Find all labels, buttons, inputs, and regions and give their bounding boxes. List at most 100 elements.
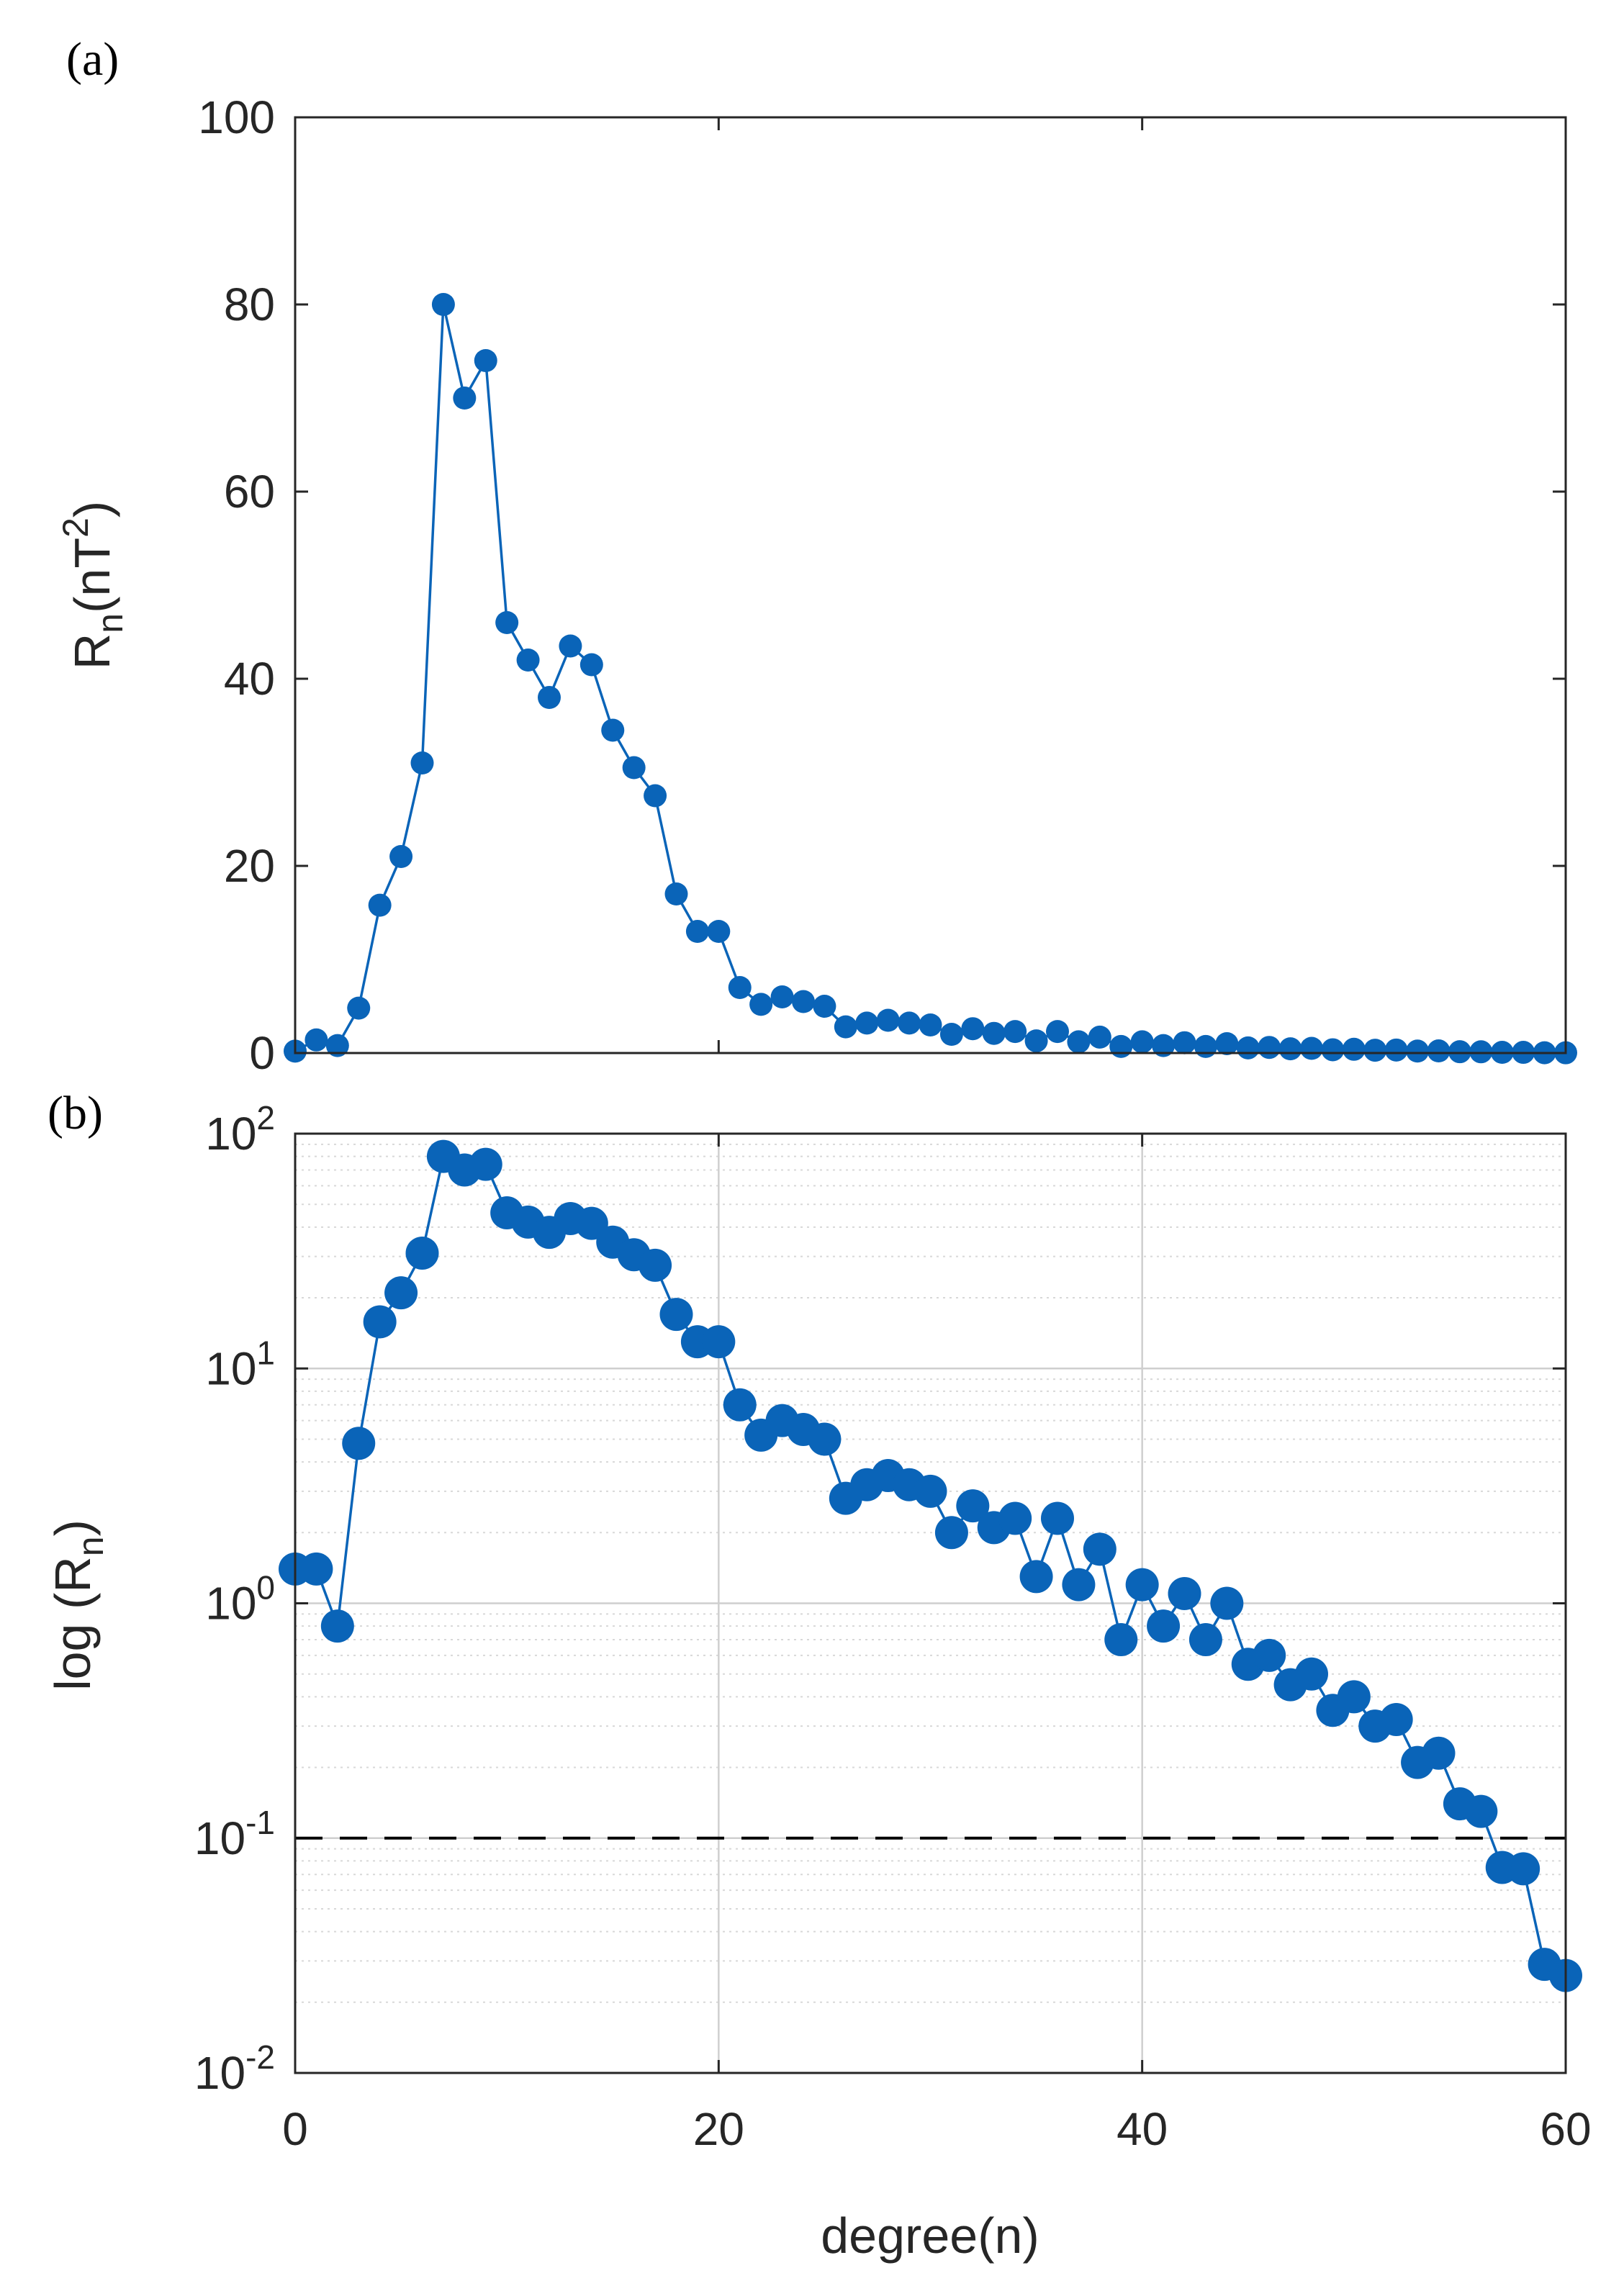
panel-b-series-point: [1168, 1576, 1201, 1610]
panel-b-series-point: [1295, 1657, 1328, 1691]
panel-a: (a) 0 20 40 60 80 100 Rn(nT2): [55, 33, 1577, 1079]
panel-a-series-point: [368, 893, 392, 917]
panel-b-ytick-base: 10: [205, 1342, 256, 1394]
panel-a-series-point: [813, 995, 836, 1018]
panel-b-series-point: [1019, 1560, 1053, 1594]
panel-b-series-point: [1104, 1623, 1138, 1657]
panel-b-series-point: [363, 1305, 397, 1339]
panel-b-series-point: [808, 1422, 842, 1456]
panel-a-ytick-label: 0: [249, 1027, 275, 1079]
panel-b-xtick-label: 20: [693, 2103, 744, 2155]
panel-a-series-point: [834, 1015, 857, 1039]
panel-a-series-point: [898, 1011, 921, 1035]
panel-b-ylabel-main: log (R: [45, 1556, 101, 1691]
panel-b-series-point: [1041, 1501, 1074, 1535]
panel-a-ylabel-sup: 2: [55, 518, 96, 538]
panel-b-ytick-exponent: 2: [256, 1099, 275, 1137]
panel-a-series-point: [453, 387, 477, 410]
panel-a-series-point: [1258, 1036, 1281, 1060]
panel-b-xtick-label: 0: [282, 2103, 308, 2155]
panel-a-series-point: [1342, 1037, 1366, 1061]
panel-a-series-point: [919, 1013, 942, 1036]
panel-a-series-point: [707, 920, 731, 943]
panel-b-ytick-label: 10-1: [194, 1804, 275, 1864]
panel-a-series-point: [1215, 1032, 1239, 1055]
panel-b-ytick-label: 10-2: [194, 2038, 275, 2099]
panel-a-ylabel-sub: n: [90, 613, 130, 633]
panel-a-series-point: [1067, 1030, 1091, 1054]
panel-a-series-point: [1448, 1040, 1471, 1064]
panel-b-series-point: [1147, 1609, 1181, 1643]
panel-a-series-point: [1236, 1036, 1260, 1060]
panel-a-series-point: [644, 784, 667, 808]
panel-a-series-point: [1384, 1038, 1408, 1062]
panel-a-series-point: [495, 611, 519, 634]
panel-b-ytick-base: 10: [205, 1578, 256, 1630]
panel-a-ytick-label: 20: [224, 840, 275, 892]
panel-b-series-point: [702, 1325, 736, 1359]
panel-a-series-point: [538, 686, 561, 709]
panel-b-series-point: [723, 1388, 757, 1422]
panel-a-ytick-label: 40: [224, 653, 275, 705]
panel-a-ylabel-main: R: [64, 633, 120, 670]
panel-b-series-point: [998, 1501, 1032, 1535]
panel-b-series-point: [1422, 1736, 1456, 1770]
panel-a-series-point: [1003, 1020, 1027, 1044]
panel-b-xtick-label: 40: [1116, 2103, 1168, 2155]
panel-b-ytick-exponent: 0: [256, 1569, 275, 1607]
panel-a-series-point: [304, 1028, 328, 1052]
panel-a-series-point: [770, 985, 794, 1008]
panel-a-series-point: [1088, 1025, 1111, 1049]
panel-b-series-point: [384, 1276, 418, 1310]
panel-b-series-point: [639, 1248, 672, 1282]
panel-a-series-point: [1109, 1034, 1133, 1058]
panel-a-ylabel-open: (nT: [64, 538, 120, 613]
panel-b-series-point: [574, 1206, 608, 1240]
panel-a-ytick-label: 100: [198, 91, 275, 143]
panel-a-series-point: [1024, 1029, 1048, 1053]
panel-b-ylabel: log (Rn): [45, 1519, 111, 1691]
panel-b-series-point: [1253, 1638, 1286, 1672]
panel-b-ytick-exponent: -1: [245, 1804, 275, 1841]
panel-a-series-point: [664, 882, 688, 905]
panel-a-series-point: [749, 993, 773, 1016]
panel-b-series-point: [1210, 1586, 1244, 1620]
panel-b-series-point: [1337, 1680, 1371, 1714]
panel-a-series-point: [389, 845, 413, 868]
panel-a-series-point: [601, 718, 625, 742]
panel-a-series-point: [1046, 1020, 1069, 1044]
panel-b-series-point: [342, 1427, 376, 1460]
panel-a-series-point: [1173, 1031, 1196, 1054]
panel-a-series-point: [347, 996, 371, 1020]
panel-b-ytick-label: 101: [205, 1334, 275, 1394]
panel-a-series-point: [855, 1011, 879, 1035]
panel-b-ytick-exponent: -2: [245, 2038, 275, 2076]
panel-a-axes-box: [294, 116, 1567, 1054]
panel-a-series-point: [410, 751, 434, 774]
panel-a-series-point: [1469, 1040, 1493, 1064]
panel-b-series-point: [1083, 1532, 1116, 1566]
panel-a-ytick-label: 80: [224, 279, 275, 330]
panel-b-label: (b): [48, 1087, 103, 1139]
panel-b-series-point: [914, 1474, 947, 1508]
panel-a-series-point: [876, 1008, 900, 1032]
panel-b-ytick-base: 10: [194, 2047, 245, 2099]
panel-b-ytick-exponent: 1: [256, 1334, 275, 1371]
panel-b-series-point: [1507, 1852, 1540, 1886]
panel-a-series-point: [982, 1021, 1006, 1045]
panel-a-series-point: [1321, 1038, 1345, 1062]
panel-b-ytick-label: 100: [205, 1569, 275, 1630]
panel-a-series-point: [728, 976, 752, 999]
panel-a-series-point: [559, 634, 582, 658]
panel-b-axes-box: [294, 1132, 1567, 2074]
panel-b-series-point: [469, 1147, 502, 1181]
panel-a-ylabel: Rn(nT2): [55, 501, 130, 670]
panel-a-series-point: [474, 349, 497, 372]
panel-a-series-point: [516, 649, 540, 672]
panel-b-xtick-label: 60: [1540, 2103, 1591, 2155]
panel-a-plot-area: [295, 117, 1566, 1053]
panel-b-series-point: [1188, 1623, 1222, 1657]
panel-a-series-point: [1130, 1030, 1154, 1054]
